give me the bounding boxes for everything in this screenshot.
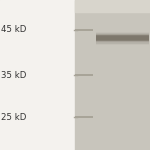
Text: 35 kD: 35 kD — [1, 70, 26, 80]
Bar — [75, 0, 150, 12]
Text: 45 kD: 45 kD — [1, 26, 26, 34]
Text: 25 kD: 25 kD — [1, 112, 26, 122]
Bar — [0, 0, 75, 150]
Bar — [75, 0, 150, 150]
